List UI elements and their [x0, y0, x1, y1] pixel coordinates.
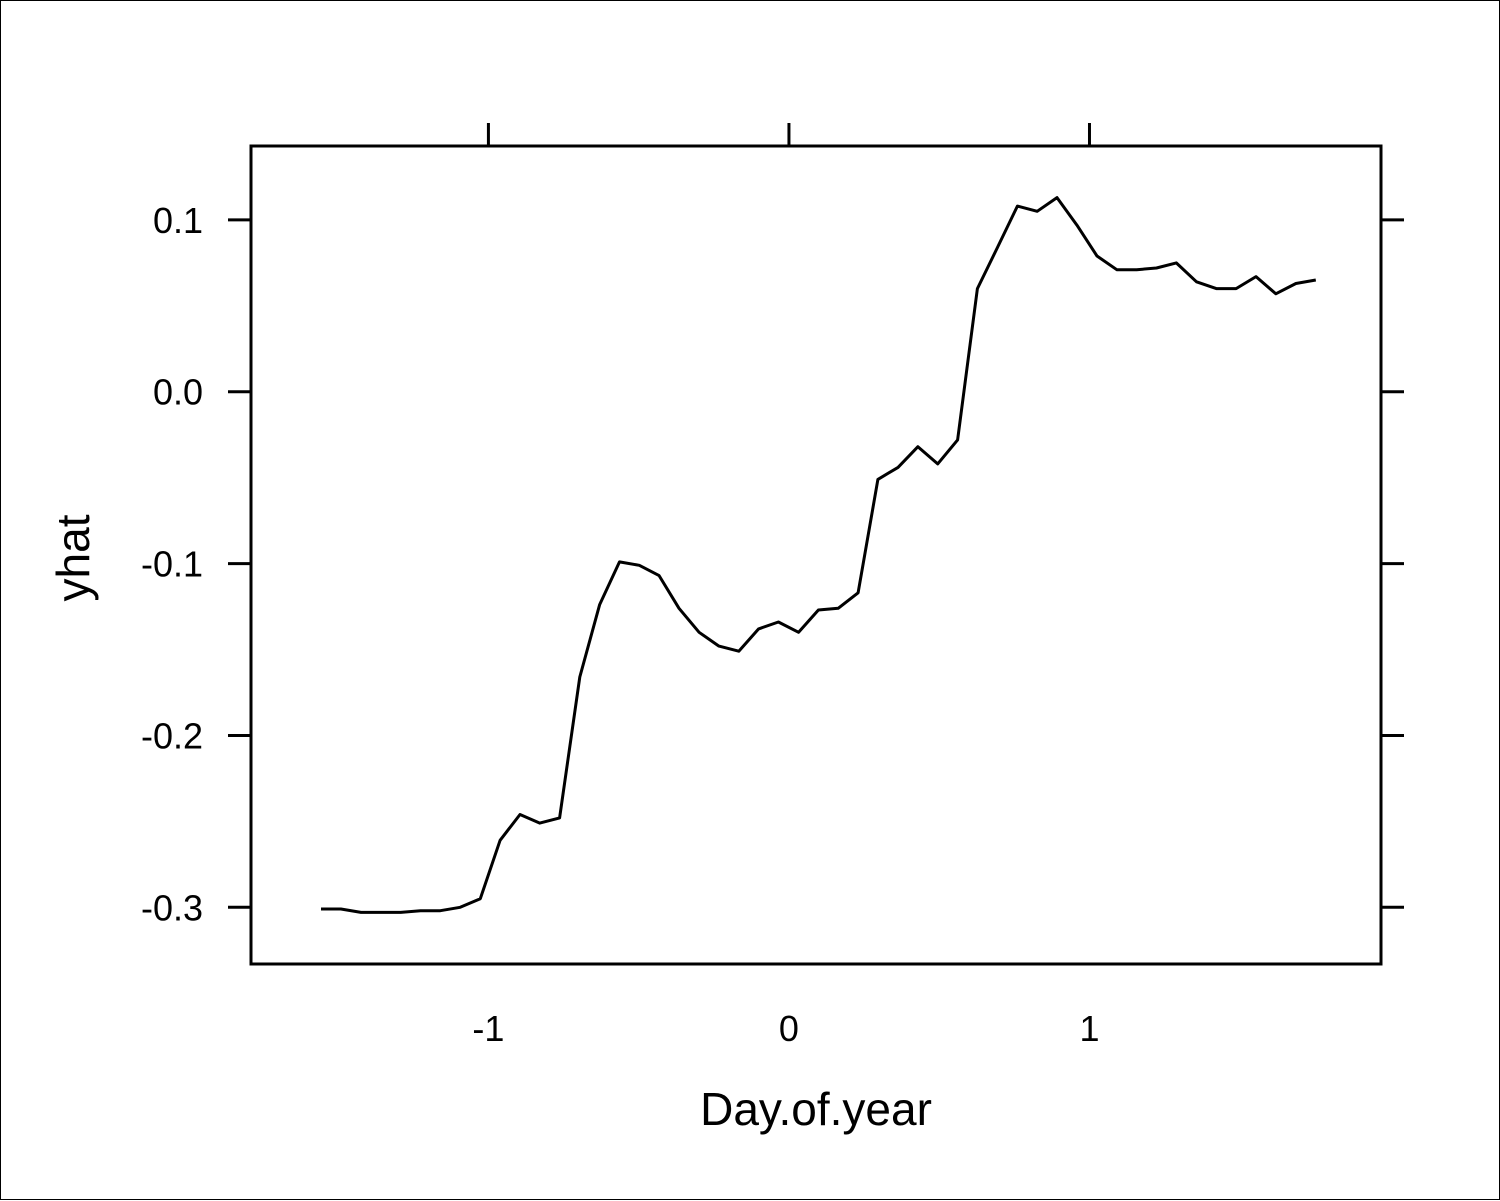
- axis-ticks: [228, 123, 1404, 909]
- axis-tick-labels: -1 0 1 -0.3 -0.2 -0.1 0.0 0.1: [141, 200, 1100, 1049]
- series-layer: [321, 196, 1317, 914]
- y-tick-label: 0.0: [153, 372, 203, 413]
- y-tick-label: -0.3: [141, 887, 203, 928]
- x-tick-label: -1: [472, 1008, 504, 1049]
- x-tick-label: 1: [1079, 1008, 1099, 1049]
- y-axis-title: yhat: [47, 514, 99, 601]
- plot-area: [249, 144, 1383, 966]
- series-line: [321, 196, 1317, 914]
- x-axis-title: Day.of.year: [700, 1083, 932, 1135]
- y-tick-label: -0.2: [141, 715, 203, 756]
- y-tick-label: 0.1: [153, 200, 203, 241]
- x-tick-label: 0: [779, 1008, 799, 1049]
- y-tick-label: -0.1: [141, 544, 203, 585]
